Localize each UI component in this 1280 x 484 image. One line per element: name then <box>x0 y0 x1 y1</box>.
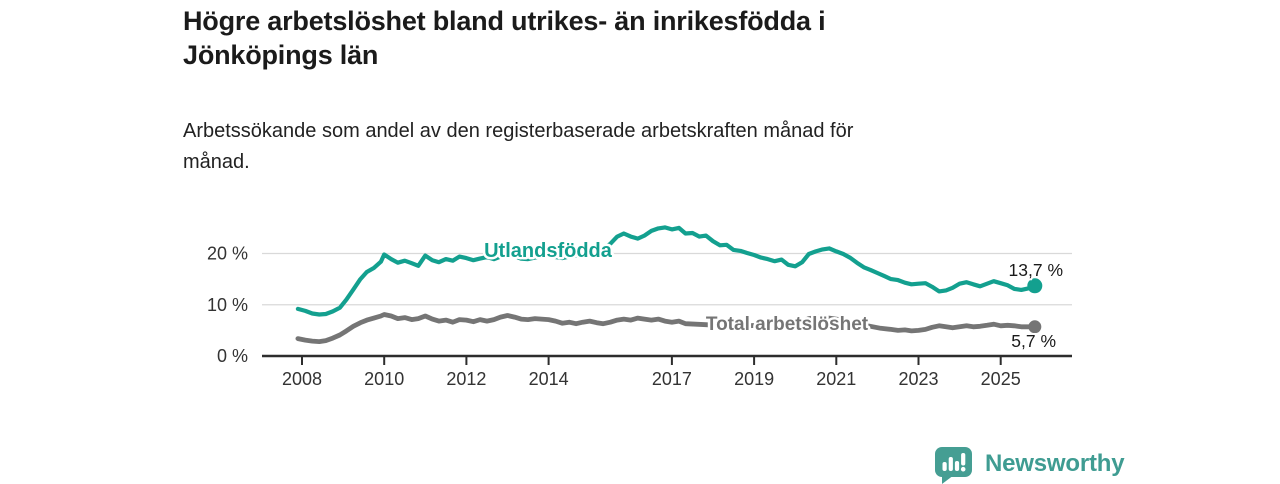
page-subtitle-line-1: Arbetssökande som andel av den registerb… <box>183 120 854 142</box>
y-tick-label: 10 % <box>207 295 248 315</box>
x-tick-label: 2012 <box>446 369 486 389</box>
series-label: Utlandsfödda <box>484 240 613 262</box>
newsworthy-wordmark: Newsworthy <box>985 450 1125 477</box>
page-subtitle-line-2: månad. <box>183 151 250 173</box>
series-end-dot <box>1028 320 1042 334</box>
series-label: Total arbetslöshet <box>706 314 869 335</box>
x-tick-label: 2017 <box>652 369 692 389</box>
x-tick-label: 2010 <box>364 369 404 389</box>
newsworthy-logo-icon <box>935 447 972 484</box>
x-tick-label: 2008 <box>282 369 322 389</box>
x-tick-label: 2021 <box>816 369 856 389</box>
y-tick-label: 20 % <box>207 244 248 264</box>
series-line-total-arbetsloshet <box>295 312 1038 345</box>
page-subtitle: Arbetssökande som andel av den registerb… <box>183 116 1063 178</box>
page-title-line-2: Jönköpings län <box>183 40 379 70</box>
bar-chart-icon <box>942 453 966 472</box>
series-line-utlandsfodda <box>295 225 1037 317</box>
newsworthy-logo: Newsworthy <box>934 444 1125 484</box>
x-tick-label: 2023 <box>898 369 938 389</box>
page-title: Högre arbetslöshet bland utrikes- än inr… <box>183 4 1083 72</box>
x-tick-label: 2014 <box>529 369 569 389</box>
x-tick-label: 2019 <box>734 369 774 389</box>
series-end-value-label: 13,7 % <box>1009 260 1063 280</box>
x-tick-label: 2025 <box>981 369 1021 389</box>
series-end-dot <box>1027 278 1043 294</box>
y-tick-label: 0 % <box>217 346 248 366</box>
series-end-value-label: 5,7 % <box>1011 331 1056 351</box>
page-title-line-1: Högre arbetslöshet bland utrikes- än inr… <box>183 6 826 36</box>
